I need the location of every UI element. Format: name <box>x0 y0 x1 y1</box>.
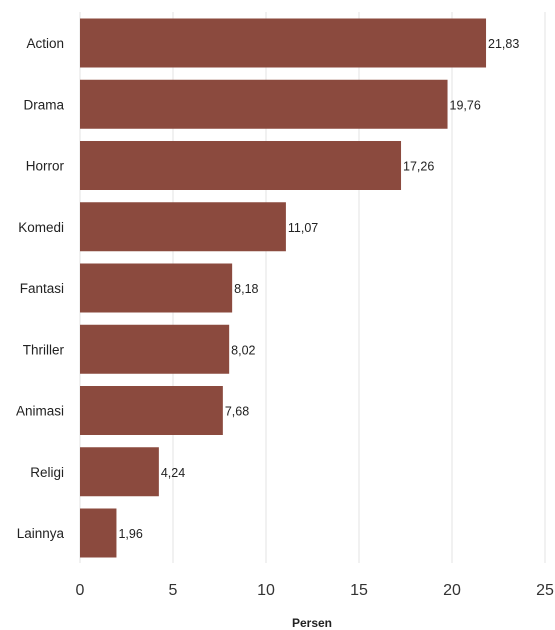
x-tick-label: 15 <box>350 582 368 599</box>
category-label: Thriller <box>23 342 65 357</box>
bar-animasi <box>80 386 223 435</box>
bar-fantasi <box>80 263 233 313</box>
x-tick-label: 10 <box>257 582 275 599</box>
category-label: Animasi <box>16 404 64 419</box>
value-label: 21,83 <box>488 37 519 51</box>
category-labels: Action Drama Horror Komedi Fantasi Thriller An… <box>16 36 65 541</box>
category-label: Action <box>26 36 64 51</box>
value-labels: 21,83 19,76 17,26 11,07 8,18 8,02 7,68 4,24 1,96 <box>118 37 519 541</box>
x-axis-title: Persen <box>292 616 332 630</box>
bar-thriller <box>80 324 230 374</box>
x-tick-label: 20 <box>443 582 461 599</box>
value-label: 7,68 <box>225 405 249 419</box>
value-label: 4,24 <box>161 466 185 480</box>
value-label: 11,07 <box>288 221 318 235</box>
x-tick-label: 0 <box>76 582 85 599</box>
category-label: Komedi <box>18 220 64 235</box>
value-label: 19,76 <box>450 98 481 112</box>
category-label: Horror <box>26 159 65 174</box>
x-axis-ticks: 0 5 10 15 20 25 <box>76 582 554 599</box>
category-label: Religi <box>30 465 64 480</box>
bars <box>80 18 487 558</box>
value-label: 8,02 <box>231 343 255 357</box>
category-label: Fantasi <box>20 281 64 296</box>
value-label: 1,96 <box>118 527 142 541</box>
x-tick-label: 25 <box>536 582 554 599</box>
bar-drama <box>80 79 448 129</box>
bar-action <box>80 18 487 68</box>
x-tick-label: 5 <box>169 582 178 599</box>
value-label: 8,18 <box>234 282 258 296</box>
bar-komedi <box>80 202 286 252</box>
bar-religi <box>80 447 159 497</box>
category-label: Lainnya <box>17 526 65 541</box>
bar-lainnya <box>80 508 117 558</box>
bar-horror <box>80 141 402 190</box>
category-label: Drama <box>23 97 64 112</box>
value-label: 17,26 <box>403 160 434 174</box>
